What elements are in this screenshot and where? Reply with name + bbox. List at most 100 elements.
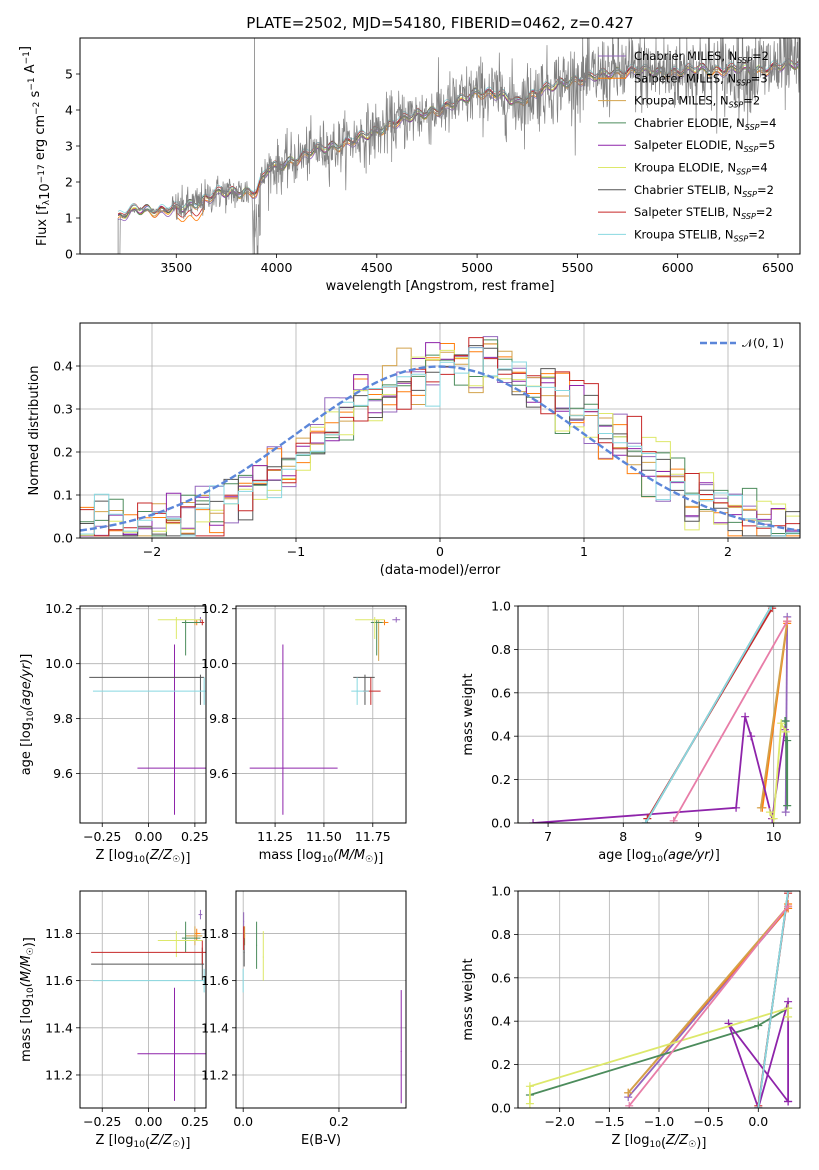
label-part: mass weight: [461, 673, 476, 755]
errorbar-point: [157, 616, 203, 639]
errorbar-point: [92, 968, 206, 993]
axes-frame: [79, 322, 801, 539]
y-tick-label: 1.0: [491, 599, 511, 614]
label-part: (age/yr): [663, 848, 715, 863]
plot-area: [89, 616, 206, 815]
label-part: 10: [651, 855, 663, 865]
y-tick-label: 1: [65, 211, 73, 226]
x-tick-label: 5500: [561, 260, 593, 275]
label-part: Normed distribution: [27, 366, 42, 496]
hist-step-kroupa-elodie: [80, 349, 800, 537]
x-tick-label: 5000: [461, 260, 493, 275]
y-tick-label: 0.2: [491, 1057, 511, 1072]
weight-marker: [525, 1082, 534, 1091]
legend-label: Kroupa STELIB, NSSP=2: [634, 227, 765, 243]
axes-frame: [235, 890, 407, 1109]
weight-marker: [669, 816, 678, 823]
legend-text: Salpeter ELODIE, N: [634, 138, 744, 152]
legend-sub: SSP: [736, 78, 751, 87]
plot-area: [242, 912, 402, 1104]
y-axis-label: age [log10(age/yr)]: [19, 654, 36, 776]
weight-marker: [756, 803, 765, 812]
legend-label: Kroupa ELODIE, NSSP=4: [634, 161, 768, 177]
errorbar-point: [256, 921, 258, 969]
label-part: (M/M: [19, 955, 34, 987]
label-part: Z [log: [96, 848, 134, 863]
x-tick-label: 10: [766, 829, 782, 844]
label-part: 10: [649, 1140, 661, 1150]
label-part: mass [log: [259, 848, 322, 863]
legend-text: Chabrier ELODIE, N: [634, 116, 745, 130]
errorbar-point: [200, 619, 205, 626]
label-part: (age/yr): [19, 659, 34, 711]
plot-area: [80, 336, 800, 537]
x-tick-label: 0.00: [135, 829, 163, 844]
x-tick-label: −1.0: [644, 1114, 674, 1129]
plot-area: [249, 616, 401, 815]
x-tick-label: 0.00: [135, 1114, 163, 1129]
y-tick-label: 0: [65, 247, 73, 262]
weight-marker: [747, 732, 756, 741]
y-tick-label: 0.1: [53, 488, 73, 503]
label-part: 10: [38, 183, 53, 200]
legend-text: =4: [760, 116, 777, 130]
legend-text: Salpeter MILES, N: [634, 71, 736, 85]
weight-line: [727, 1001, 789, 1108]
weight-line: [769, 719, 787, 822]
errorbar-point: [181, 619, 201, 656]
errorbar-point: [157, 931, 203, 958]
weight-line: [529, 1006, 789, 1104]
label-part: Z/Z: [665, 1133, 689, 1148]
x-axis-label: E(B-V): [301, 1133, 341, 1148]
x-tick-label: 8: [619, 829, 627, 844]
weight-marker: [769, 814, 778, 823]
label-part: age [log: [19, 722, 34, 775]
legend-sub: SSP: [729, 101, 744, 110]
weight-line: [672, 620, 788, 822]
plot-area: [117, 38, 800, 254]
y-tick-label: 5: [65, 67, 73, 82]
legend-text: =2: [757, 183, 774, 197]
label-part: E(B-V): [301, 1133, 341, 1148]
legend-label: 𝒩(0, 1): [742, 336, 784, 350]
x-tick-label: 11.50: [306, 829, 342, 844]
errorbar-point: [243, 926, 245, 950]
x-tick-label: 1: [580, 544, 588, 559]
y-tick-label: 11.8: [45, 926, 73, 941]
label-part: ]: [715, 848, 720, 863]
label-part: Z/Z: [149, 848, 173, 863]
y-tick-label: 0.4: [491, 1014, 511, 1029]
label-part: −1: [27, 77, 37, 90]
legend-text: Kroupa STELIB, N: [634, 227, 734, 241]
axes-frame: [79, 605, 207, 824]
weight-marker: [754, 1021, 763, 1030]
errorbar-point: [89, 674, 205, 705]
errorbar-point: [353, 674, 375, 705]
label-part: )]: [373, 851, 383, 866]
weight-line: [760, 621, 789, 808]
x-tick-label: 4000: [261, 260, 293, 275]
legend-text: Chabrier MILES, N: [634, 49, 737, 63]
label-part: )]: [696, 1136, 706, 1151]
legend-text: =2: [743, 94, 760, 108]
x-axis-label: (data-model)/error: [380, 563, 501, 578]
weight-marker: [781, 808, 790, 817]
x-axis-label: Z [log10(Z/Z☉)]: [96, 1133, 191, 1151]
errorbar-point: [370, 619, 383, 656]
label-part: −2: [32, 102, 42, 115]
axes-frame: [517, 890, 801, 1109]
grid: [518, 605, 800, 824]
y-tick-label: 0.6: [491, 970, 511, 985]
weight-line: [627, 905, 789, 1094]
errorbar-point: [92, 677, 206, 705]
panel-mass-weight-vs-Z: −2.0 −1.5 −1.0 −0.5 0.0 0.0 0.2 0.4 0.6 0.8 1.0 Z […: [461, 884, 801, 1151]
weight-marker: [784, 1004, 793, 1013]
label-part: )]: [180, 1136, 190, 1151]
legend-sub: SSP: [734, 234, 749, 243]
y-tick-label: 0.8: [491, 642, 511, 657]
label-part: )]: [22, 937, 37, 947]
grid: [518, 890, 800, 1109]
hist-step-kroupa-stelib: [80, 347, 800, 537]
y-tick-label: 0.0: [53, 531, 73, 546]
